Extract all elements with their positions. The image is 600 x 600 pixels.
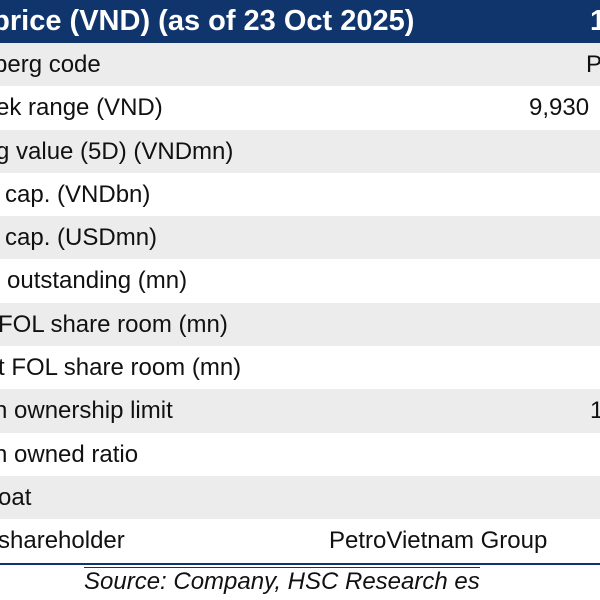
table-row: FOL share room (mn) — [0, 302, 600, 347]
source-note: Source: Company, HSC Research es — [84, 567, 480, 595]
row-label: n ownership limit — [0, 397, 173, 425]
table-row: cap. (USDmn) — [0, 216, 600, 260]
table-row: outstanding (mn) — [0, 259, 600, 303]
stock-info-table: e price (VND) (as of 23 Oct 2025) 1 berg… — [0, 0, 600, 563]
table-row: n owned ratio — [0, 432, 600, 476]
table-row: cap. (VNDbn) — [0, 172, 600, 217]
row-value: PetroVietnam Group — [329, 527, 548, 555]
row-label: FOL share room (mn) — [0, 310, 228, 338]
table-row: g value (5D) (VNDmn) — [0, 129, 600, 173]
row-label: cap. (USDmn) — [5, 224, 158, 252]
row-label: cap. (VNDbn) — [5, 180, 151, 208]
row-label: t FOL share room (mn) — [0, 354, 242, 382]
table-title: e price (VND) (as of 23 Oct 2025) — [0, 5, 415, 37]
row-label: g value (5D) (VNDmn) — [0, 137, 234, 165]
row-label: ek range (VND) — [0, 94, 163, 122]
row-label: shareholder — [0, 527, 125, 555]
row-value: 1 — [590, 397, 600, 425]
row-value: 9,930 — [529, 94, 590, 122]
table-header-right: 1 — [590, 5, 600, 37]
table-header: e price (VND) (as of 23 Oct 2025) 1 — [0, 0, 600, 43]
row-label: n owned ratio — [0, 440, 139, 468]
table-row: berg code P — [0, 43, 600, 87]
table-row: t FOL share room (mn) — [0, 346, 600, 390]
row-label: berg code — [0, 51, 101, 78]
table-row: oat — [0, 475, 600, 520]
table-row: shareholder PetroVietnam Group — [0, 519, 600, 563]
row-label: oat — [0, 483, 32, 511]
table-row: n ownership limit 1 — [0, 389, 600, 433]
table-row: ek range (VND) 9,930 — [0, 86, 600, 130]
row-value: P — [586, 51, 600, 78]
row-label: outstanding (mn) — [7, 267, 188, 295]
bottom-rule — [0, 563, 600, 565]
